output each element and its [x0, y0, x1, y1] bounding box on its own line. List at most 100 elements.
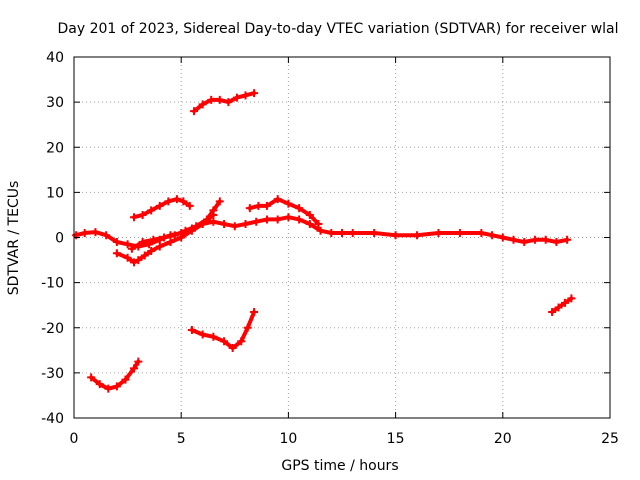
- chart-title: Day 201 of 2023, Sidereal Day-to-day VTE…: [57, 21, 618, 37]
- data-point: [209, 332, 218, 341]
- data-point: [370, 228, 379, 237]
- data-point: [123, 253, 132, 262]
- data-point: [215, 197, 224, 206]
- data-point: [185, 201, 194, 210]
- x-tick-label: 20: [494, 431, 512, 447]
- data-point: [198, 100, 207, 109]
- data-point: [250, 89, 259, 98]
- x-tick-label: 25: [601, 431, 619, 447]
- data-point: [164, 197, 173, 206]
- y-tick-label: -30: [41, 366, 64, 382]
- x-axis-label: GPS time / hours: [281, 458, 398, 474]
- data-point: [209, 217, 218, 226]
- data-point: [305, 219, 314, 228]
- series-layer: [72, 89, 576, 393]
- data-point: [155, 201, 164, 210]
- data-point: [149, 235, 158, 244]
- data-point: [104, 384, 113, 393]
- data-point: [138, 210, 147, 219]
- series-line: [550, 296, 574, 314]
- data-point: [563, 235, 572, 244]
- data-point: [295, 204, 304, 213]
- y-tick-label: -40: [41, 411, 64, 427]
- data-series: [130, 195, 194, 222]
- data-point: [179, 197, 188, 206]
- data-point: [548, 307, 557, 316]
- data-series: [87, 357, 143, 393]
- data-series: [548, 294, 576, 316]
- data-point: [170, 231, 179, 240]
- data-point: [498, 233, 507, 242]
- y-tick-label: -10: [41, 276, 64, 292]
- data-point: [262, 201, 271, 210]
- data-point: [177, 233, 186, 242]
- x-tick-label: 5: [177, 431, 186, 447]
- data-series: [112, 210, 218, 267]
- data-point: [305, 210, 314, 219]
- data-point: [224, 98, 233, 107]
- data-point: [160, 233, 169, 242]
- data-point: [316, 226, 325, 235]
- y-tick-label: 10: [46, 185, 64, 201]
- data-point: [215, 95, 224, 104]
- y-tick-label: 40: [46, 50, 64, 66]
- y-tick-label: 0: [55, 231, 64, 247]
- data-point: [166, 238, 175, 247]
- data-point: [509, 235, 518, 244]
- data-point: [284, 213, 293, 222]
- y-tick-label: 30: [46, 95, 64, 111]
- data-point: [187, 326, 196, 335]
- grid-layer: [74, 57, 610, 418]
- data-point: [147, 247, 156, 256]
- data-point: [134, 256, 143, 265]
- data-point: [172, 195, 181, 204]
- data-point: [245, 204, 254, 213]
- data-point: [520, 238, 529, 247]
- data-series: [127, 197, 224, 253]
- data-point: [413, 231, 422, 240]
- data-point: [220, 219, 229, 228]
- data-point: [455, 228, 464, 237]
- data-point: [243, 323, 252, 332]
- data-point: [252, 217, 261, 226]
- data-series: [190, 89, 259, 116]
- data-point: [123, 240, 132, 249]
- data-point: [228, 344, 237, 353]
- data-point: [273, 195, 282, 204]
- data-point: [138, 238, 147, 247]
- data-point: [554, 303, 563, 312]
- data-point: [190, 107, 199, 116]
- data-point: [567, 294, 576, 303]
- x-tick-label: 15: [387, 431, 405, 447]
- x-tick-label: 10: [279, 431, 297, 447]
- data-point: [552, 238, 561, 247]
- data-point: [95, 380, 104, 389]
- data-point: [147, 206, 156, 215]
- data-point: [121, 375, 130, 384]
- data-point: [181, 226, 190, 235]
- data-point: [232, 93, 241, 102]
- data-point: [241, 91, 250, 100]
- data-point: [220, 337, 229, 346]
- data-point: [130, 364, 139, 373]
- data-point: [230, 222, 239, 231]
- data-point: [434, 228, 443, 237]
- y-tick-label: 20: [46, 140, 64, 156]
- data-point: [295, 215, 304, 224]
- tick-layer: 0 5 10 15 20 25 -40 -30 -20 -10 0 10 20 30 40: [41, 50, 619, 447]
- data-point: [134, 357, 143, 366]
- data-point: [209, 206, 218, 215]
- data-point: [237, 337, 246, 346]
- data-point: [192, 222, 201, 231]
- data-point: [112, 249, 121, 258]
- data-point: [250, 307, 259, 316]
- data-point: [314, 219, 323, 228]
- data-point: [477, 228, 486, 237]
- series-line: [189, 310, 257, 351]
- data-point: [348, 228, 357, 237]
- data-point: [541, 235, 550, 244]
- data-point: [327, 228, 336, 237]
- data-point: [207, 95, 216, 104]
